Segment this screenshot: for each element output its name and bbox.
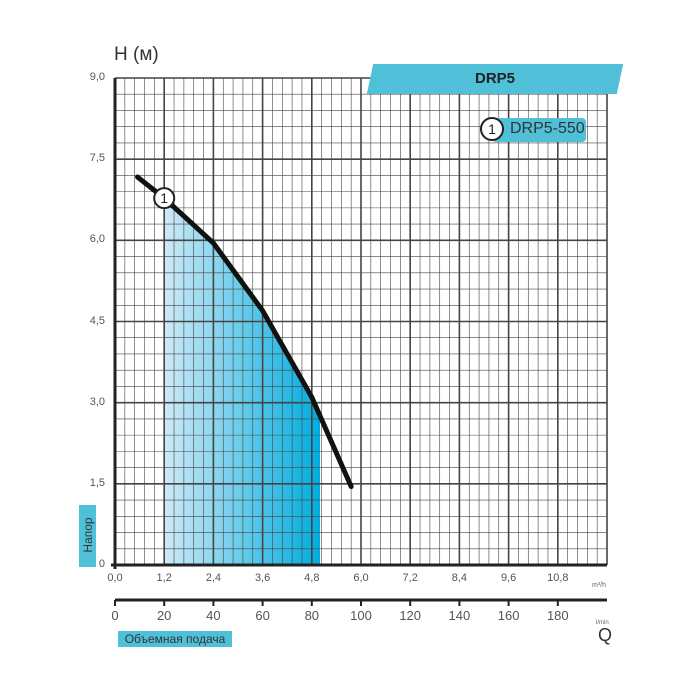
x2-tick-label: 20 <box>156 608 172 623</box>
y-tick-label: 1,5 <box>89 476 105 489</box>
legend-label: DRP5-550 <box>510 120 585 137</box>
operating-range-fill <box>164 198 320 566</box>
x2-tick-label: 0 <box>111 608 119 623</box>
y-tick-label: 7,5 <box>89 152 105 165</box>
curve-marker <box>153 187 176 210</box>
x2-tick-label: 100 <box>350 608 372 623</box>
x-tick-label: 6,0 <box>353 572 369 584</box>
legend-marker: 1 <box>480 117 504 141</box>
x-tick-label: 2,4 <box>205 572 222 584</box>
x-axis-title: Объемная подача <box>118 631 232 647</box>
curve-marker-label: 1 <box>160 190 168 206</box>
y-tick-label: 6,0 <box>89 233 105 246</box>
y-side-label: Напор <box>79 505 96 567</box>
chart-title-banner: DRP5 <box>366 64 624 94</box>
x2-tick-label: 160 <box>497 608 520 623</box>
x-tick-label: 7,2 <box>402 572 418 584</box>
q-symbol: Q <box>598 625 613 645</box>
x-tick-label: 0,0 <box>107 572 123 584</box>
y-tick-label: 0 <box>98 558 105 570</box>
x-tick-label: 4,8 <box>304 572 320 584</box>
x-tick-label: 1,2 <box>156 572 172 584</box>
x2-tick-label: 180 <box>546 608 569 623</box>
x-tick-label: 9,6 <box>500 572 517 584</box>
x-tick-label: 10,8 <box>547 572 569 584</box>
x2-tick-label: 120 <box>399 608 422 623</box>
x2-tick-label: 60 <box>255 608 270 623</box>
x-unit: m³/h <box>592 582 606 589</box>
x2-tick-label: 140 <box>448 608 471 623</box>
y-tick-label: 3,0 <box>89 395 105 408</box>
y-axis-title: H (м) <box>114 44 159 65</box>
y-side-label-text: Напор <box>81 517 95 553</box>
legend-swatch <box>492 118 586 142</box>
x2-tick-label: 80 <box>304 608 320 623</box>
chart-title: DRP5 <box>474 70 515 87</box>
y-tick-label: 4,5 <box>89 314 105 327</box>
y-tick-label: 9,0 <box>89 71 105 83</box>
x-tick-label: 3,6 <box>254 572 271 584</box>
x2-tick-label: 40 <box>206 608 221 623</box>
x-tick-label: 8,4 <box>451 572 468 584</box>
x2-unit: l/min <box>596 620 609 626</box>
